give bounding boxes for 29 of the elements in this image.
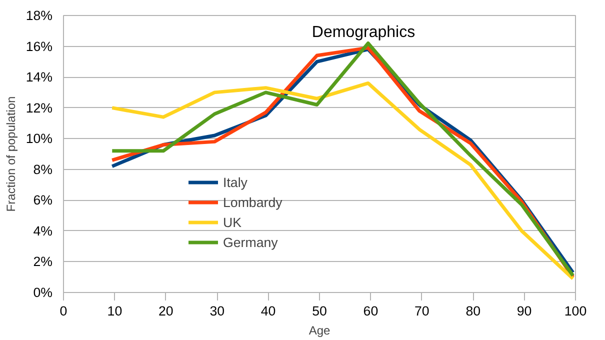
y-tick-label: 4% [33, 223, 53, 238]
x-tick-label: 30 [210, 304, 225, 318]
x-tick-label: 80 [466, 304, 481, 318]
y-tick-label: 12% [26, 100, 53, 116]
x-axis-title: Age [308, 324, 330, 338]
x-tick-label: 70 [414, 304, 430, 318]
line-series [110, 81, 575, 280]
y-tick-label: 8% [33, 162, 53, 177]
y-tick-label: 2% [33, 254, 53, 270]
y-tick-label: 18% [26, 8, 53, 23]
x-tick-label: 50 [312, 304, 327, 318]
x-tick-label: 10 [107, 304, 122, 318]
x-tick-label: 90 [516, 304, 532, 318]
y-tick-label: 0% [33, 285, 53, 300]
x-tick-label: 20 [158, 304, 174, 318]
legend-label: Lombardy [223, 194, 282, 210]
legend-label: UK [223, 214, 243, 230]
legend-label: Italy [223, 174, 248, 190]
y-tick-label: 10% [26, 131, 53, 146]
x-tick-label: 0 [60, 304, 68, 318]
x-tick-label: 100 [564, 304, 587, 318]
y-tick-label: 16% [26, 38, 53, 54]
y-tick-label: 14% [26, 70, 53, 85]
y-axis-title: Fraction of population [4, 96, 18, 212]
y-tick-label: 6% [33, 192, 53, 208]
x-tick-label: 60 [363, 304, 378, 318]
text: Demographics [312, 24, 416, 41]
legend-label: Germany [223, 234, 278, 250]
x-tick-label: 40 [260, 304, 276, 318]
